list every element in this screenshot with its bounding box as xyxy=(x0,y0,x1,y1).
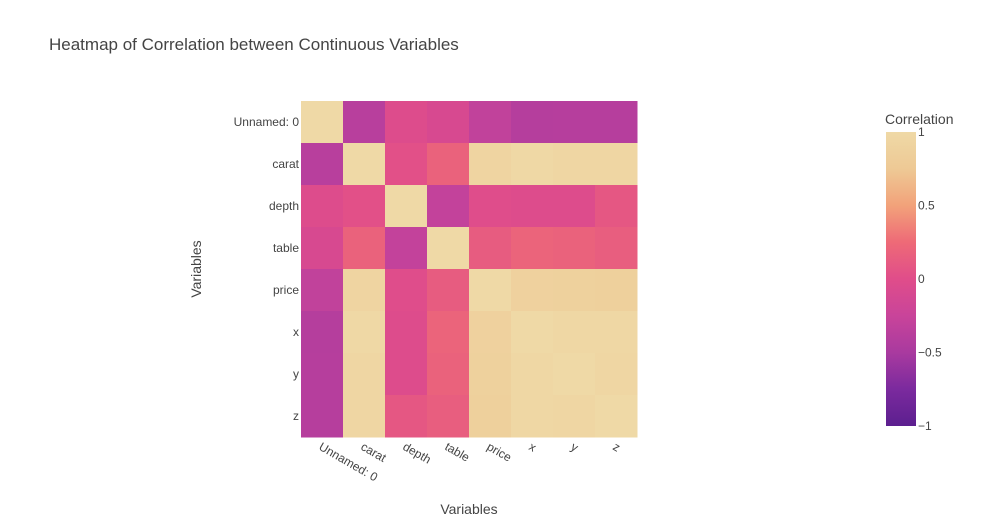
heatmap-cell xyxy=(343,353,386,396)
heatmap-cell xyxy=(553,395,596,438)
heatmap-cell xyxy=(343,101,386,144)
heatmap-cell xyxy=(595,311,638,354)
heatmap-cell xyxy=(469,143,512,186)
heatmap-cell xyxy=(511,395,554,438)
heatmap-cell xyxy=(385,185,428,228)
heatmap-cell xyxy=(427,143,470,186)
heatmap-cell xyxy=(595,101,638,144)
heatmap-cell xyxy=(511,353,554,396)
heatmap-cell xyxy=(553,101,596,144)
colorbar-tick-label: −0.5 xyxy=(918,346,942,360)
colorbar-title: Correlation xyxy=(885,111,953,127)
heatmap-cell xyxy=(301,227,344,270)
heatmap-cell xyxy=(595,143,638,186)
y-tick-label: x xyxy=(293,325,299,339)
heatmap-cell xyxy=(469,185,512,228)
y-tick-label: carat xyxy=(272,157,299,171)
heatmap-cell xyxy=(511,101,554,144)
heatmap-cell xyxy=(553,227,596,270)
y-tick-label: y xyxy=(293,367,299,381)
heatmap-cell xyxy=(469,353,512,396)
heatmap-cell xyxy=(553,143,596,186)
heatmap-cell xyxy=(385,227,428,270)
y-tick-label: table xyxy=(273,241,299,255)
heatmap-cell xyxy=(511,311,554,354)
heatmap-cell xyxy=(427,185,470,228)
heatmap-cell xyxy=(595,185,638,228)
y-tick-label: price xyxy=(273,283,299,297)
y-tick-label: z xyxy=(293,409,299,423)
heatmap-cell xyxy=(427,395,470,438)
heatmap-cell xyxy=(301,395,344,438)
heatmap-cell xyxy=(301,311,344,354)
heatmap-cell xyxy=(343,395,386,438)
colorbar-tick-label: −1 xyxy=(918,419,932,433)
heatmap-cell xyxy=(301,101,344,144)
heatmap-cell xyxy=(595,395,638,438)
heatmap-cell xyxy=(469,269,512,312)
heatmap-cell xyxy=(553,353,596,396)
y-tick-labels: Unnamed: 0 carat depth table price x y z xyxy=(234,115,300,423)
chart-title: Heatmap of Correlation between Continuou… xyxy=(49,35,459,54)
heatmap-cell xyxy=(385,101,428,144)
heatmap-cell xyxy=(469,395,512,438)
y-tick-label: depth xyxy=(269,199,299,213)
heatmap-cell xyxy=(385,269,428,312)
heatmap-cell xyxy=(301,353,344,396)
heatmap-cell xyxy=(511,185,554,228)
x-tick-label: depth xyxy=(401,439,434,466)
heatmap-cell xyxy=(511,143,554,186)
heatmap-cell xyxy=(595,227,638,270)
heatmap-cell xyxy=(343,185,386,228)
heatmap-cell xyxy=(469,227,512,270)
x-tick-label: z xyxy=(611,439,623,454)
heatmap-cell xyxy=(343,143,386,186)
colorbar-gradient xyxy=(886,132,916,426)
y-axis-title: Variables xyxy=(188,240,204,297)
heatmap-cell xyxy=(301,143,344,186)
x-tick-label: price xyxy=(485,439,515,464)
heatmap-cell xyxy=(301,185,344,228)
heatmap-cell xyxy=(343,311,386,354)
heatmap-cell xyxy=(553,185,596,228)
colorbar-tick-label: 0 xyxy=(918,272,925,286)
heatmap-cell xyxy=(343,269,386,312)
heatmap-cell xyxy=(595,269,638,312)
heatmap-cell xyxy=(511,269,554,312)
heatmap-cell xyxy=(469,311,512,354)
colorbar-ticks: 1 0.5 0 −0.5 −1 xyxy=(918,125,942,433)
heatmap-cell xyxy=(385,395,428,438)
heatmap-cell xyxy=(301,269,344,312)
heatmap-cell xyxy=(427,311,470,354)
heatmap-cell xyxy=(553,269,596,312)
x-tick-label: y xyxy=(569,439,581,454)
colorbar-tick-label: 1 xyxy=(918,125,925,139)
heatmap-cell xyxy=(427,269,470,312)
y-tick-label: Unnamed: 0 xyxy=(234,115,300,129)
heatmap-cell xyxy=(343,227,386,270)
heatmap-cell xyxy=(553,311,596,354)
heatmap-cell xyxy=(511,227,554,270)
heatmap-cell xyxy=(427,101,470,144)
heatmap-cell xyxy=(427,353,470,396)
heatmap-cell xyxy=(385,311,428,354)
heatmap-cell xyxy=(427,227,470,270)
x-tick-label: x xyxy=(527,439,539,454)
heatmap-cells xyxy=(301,101,638,438)
heatmap-cell xyxy=(469,101,512,144)
x-axis-title: Variables xyxy=(440,501,497,517)
heatmap-cell xyxy=(595,353,638,396)
colorbar: Correlation 1 0.5 0 −0.5 −1 xyxy=(885,111,953,433)
heatmap-cell xyxy=(385,143,428,186)
x-tick-label: table xyxy=(443,439,473,464)
colorbar-tick-label: 0.5 xyxy=(918,199,935,213)
heatmap-cell xyxy=(385,353,428,396)
